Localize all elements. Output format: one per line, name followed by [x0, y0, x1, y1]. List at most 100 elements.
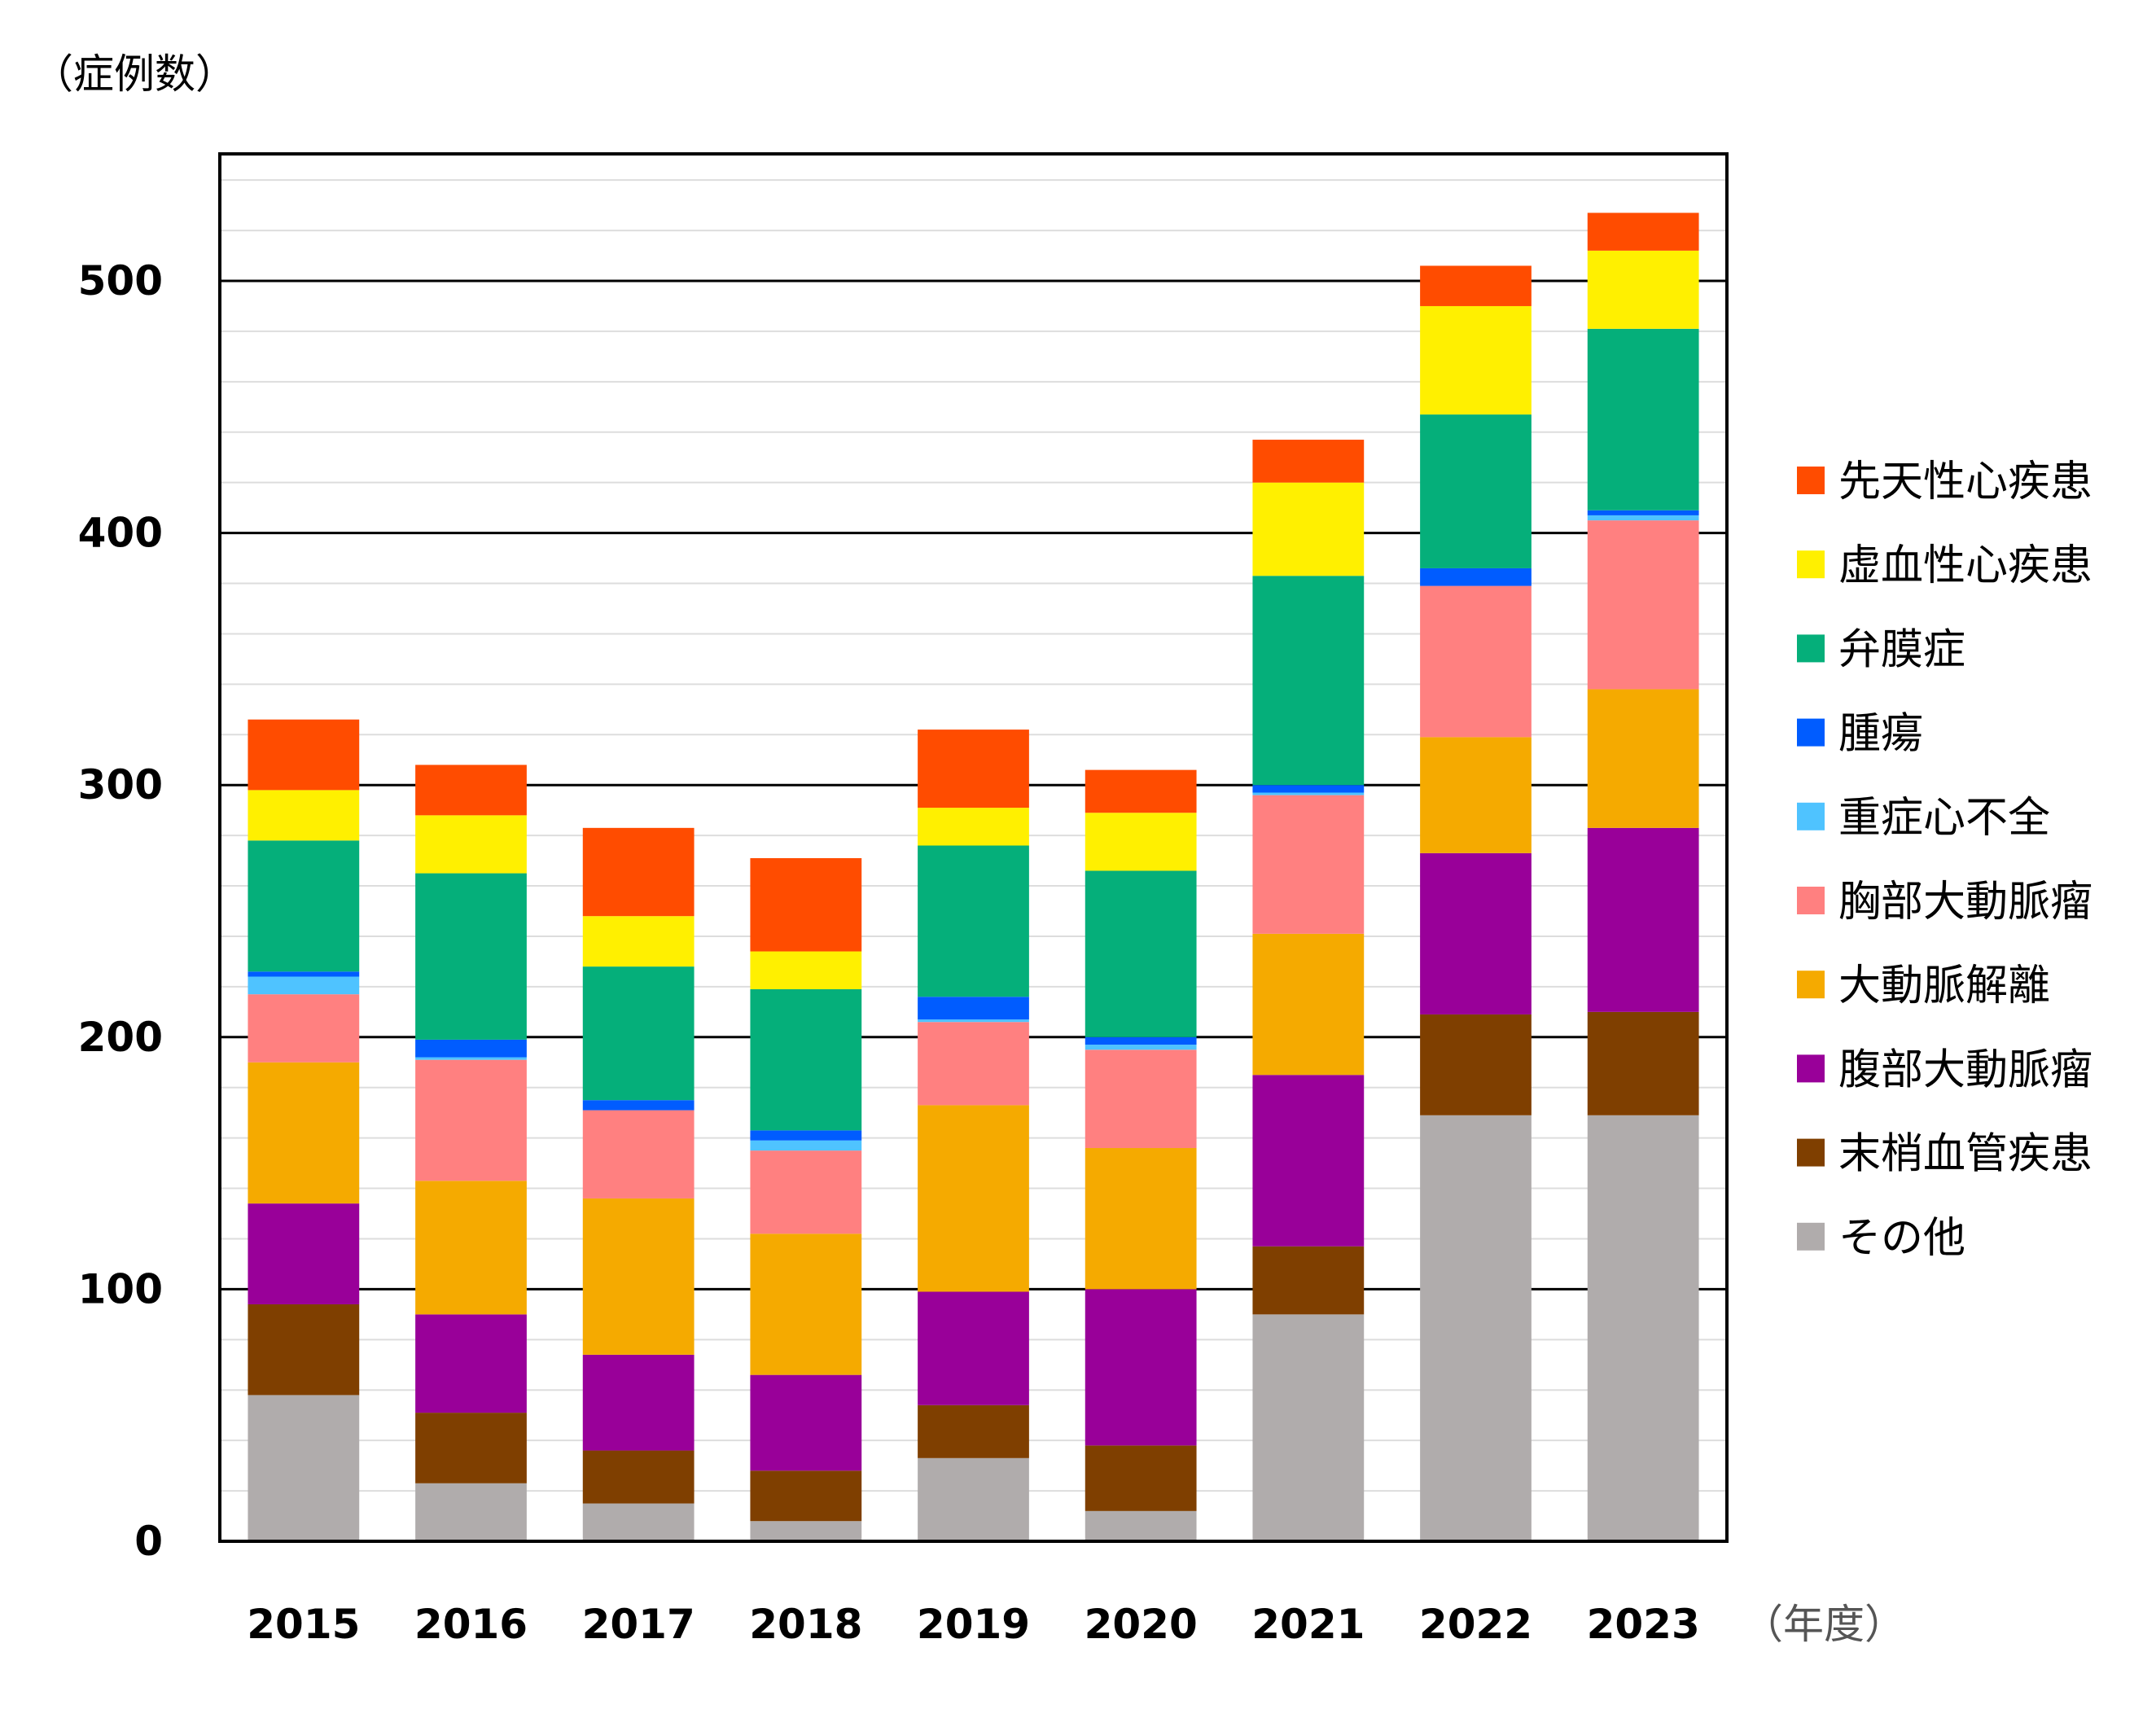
bar-segment	[918, 808, 1029, 846]
legend-item: 虚血性心疾患	[1797, 541, 2092, 590]
x-axis-ticks: 2015 2016 2017 2018 2019 2020 2021 2022 2023	[247, 1601, 1700, 1648]
legend-label: 弁膜症	[1838, 625, 1965, 674]
bar-segment	[1252, 795, 1365, 934]
bar-segment	[918, 1019, 1029, 1023]
bar-segment	[1085, 870, 1197, 1037]
legend-swatch	[1797, 887, 1825, 914]
x-tick-label: 2018	[749, 1601, 862, 1648]
bar-segment	[248, 1062, 360, 1204]
legend-item: 腫瘍	[1797, 710, 1923, 759]
bar-stack-2021	[1252, 440, 1365, 1541]
bar-segment	[415, 1181, 527, 1315]
legend-swatch	[1797, 1138, 1825, 1167]
legend-item: 大動脈解離	[1797, 962, 2050, 1010]
bar-segment	[1587, 250, 1699, 329]
bar-segment	[1420, 414, 1532, 568]
bar-segment	[918, 730, 1029, 808]
bar-segment	[1085, 813, 1197, 871]
bar-stack-2016	[415, 765, 527, 1541]
bar-segment	[415, 1039, 527, 1058]
legend: 先天性心疾患虚血性心疾患弁膜症腫瘍重症心不全胸部大動脈瘤大動脈解離腹部大動脈瘤末…	[1797, 458, 2092, 1263]
bar-stack-2015	[248, 719, 360, 1541]
legend-swatch	[1797, 634, 1825, 663]
bar-segment	[415, 815, 527, 874]
bar-stack-2023	[1587, 213, 1699, 1541]
bar-segment	[750, 1150, 862, 1234]
bar-segment	[248, 840, 360, 972]
legend-swatch	[1797, 802, 1825, 830]
legend-swatch	[1797, 1222, 1825, 1251]
legend-label: 胸部大動脈瘤	[1838, 878, 2092, 927]
bar-segment	[750, 1521, 862, 1541]
bar-segment	[918, 997, 1029, 1020]
x-tick-label: 2023	[1587, 1601, 1700, 1648]
bar-segment	[1085, 1036, 1197, 1045]
bar-segment	[1587, 1115, 1699, 1541]
bar-segment	[750, 1470, 862, 1522]
y-tick-label: 300	[78, 761, 163, 808]
bar-segment	[248, 1395, 360, 1541]
x-tick-label: 2020	[1085, 1601, 1198, 1648]
bar-segment	[582, 966, 695, 1101]
bar-segment	[582, 1450, 695, 1504]
x-tick-label: 2015	[247, 1601, 360, 1648]
bar-segment	[415, 1413, 527, 1483]
legend-swatch	[1797, 1054, 1825, 1083]
bar-segment	[582, 1503, 695, 1541]
bar-segment	[918, 1291, 1029, 1405]
legend-item: 腹部大動脈瘤	[1797, 1045, 2092, 1094]
legend-label: 先天性心疾患	[1838, 458, 2092, 506]
bar-segment	[248, 971, 360, 977]
bar-segment	[415, 1314, 527, 1413]
bar-segment	[1085, 1510, 1197, 1541]
bar-segment	[1252, 1246, 1365, 1315]
bar-segment	[1252, 440, 1365, 483]
legend-swatch	[1797, 550, 1825, 579]
bar-segment	[1252, 785, 1365, 793]
bar-segment	[1085, 1045, 1197, 1050]
legend-item: 末梢血管疾患	[1797, 1130, 2092, 1179]
legend-item: 弁膜症	[1797, 625, 1965, 674]
bar-segment	[248, 1304, 360, 1396]
bar-segment	[1085, 1289, 1197, 1446]
bar-segment	[582, 1100, 695, 1111]
x-tick-label: 2016	[414, 1601, 528, 1648]
y-tick-label: 400	[78, 510, 163, 557]
legend-item: その他	[1797, 1214, 1965, 1263]
bar-segment	[1420, 567, 1532, 586]
bar-segment	[582, 1110, 695, 1198]
bar-segment	[1587, 1011, 1699, 1115]
legend-swatch	[1797, 971, 1825, 999]
bar-segment	[1587, 213, 1699, 251]
legend-label: 重症心不全	[1838, 794, 2050, 843]
bar-segment	[582, 1198, 695, 1355]
bar-segment	[1420, 305, 1532, 415]
plot-frame	[218, 152, 1729, 1543]
y-tick-label: 0	[134, 1518, 163, 1565]
y-axis-ticks: 0 100 200 300 400 500	[78, 257, 163, 1565]
bar-segment	[1587, 515, 1699, 521]
bar-segment	[918, 1457, 1029, 1541]
bars	[248, 213, 1699, 1541]
bar-segment	[582, 827, 695, 917]
bar-stack-2019	[918, 730, 1029, 1541]
bar-segment	[582, 1354, 695, 1451]
bar-segment	[415, 1483, 527, 1541]
bar-segment	[415, 765, 527, 816]
bar-segment	[1587, 328, 1699, 511]
bar-segment	[750, 1140, 862, 1151]
bar-segment	[1587, 520, 1699, 690]
legend-label: その他	[1838, 1214, 1965, 1263]
bar-stack-2017	[582, 827, 695, 1541]
y-tick-label: 100	[78, 1265, 163, 1312]
bar-segment	[918, 1105, 1029, 1292]
x-tick-label: 2021	[1251, 1601, 1365, 1648]
bar-segment	[1587, 827, 1699, 1012]
legend-label: 大動脈解離	[1838, 962, 2050, 1010]
bar-segment	[1587, 510, 1699, 515]
x-axis-label: （年度）	[1742, 1601, 1905, 1648]
bar-segment	[750, 988, 862, 1131]
bar-stack-2020	[1085, 769, 1197, 1541]
x-tick-label: 2017	[582, 1601, 695, 1648]
bar-segment	[1420, 737, 1532, 853]
